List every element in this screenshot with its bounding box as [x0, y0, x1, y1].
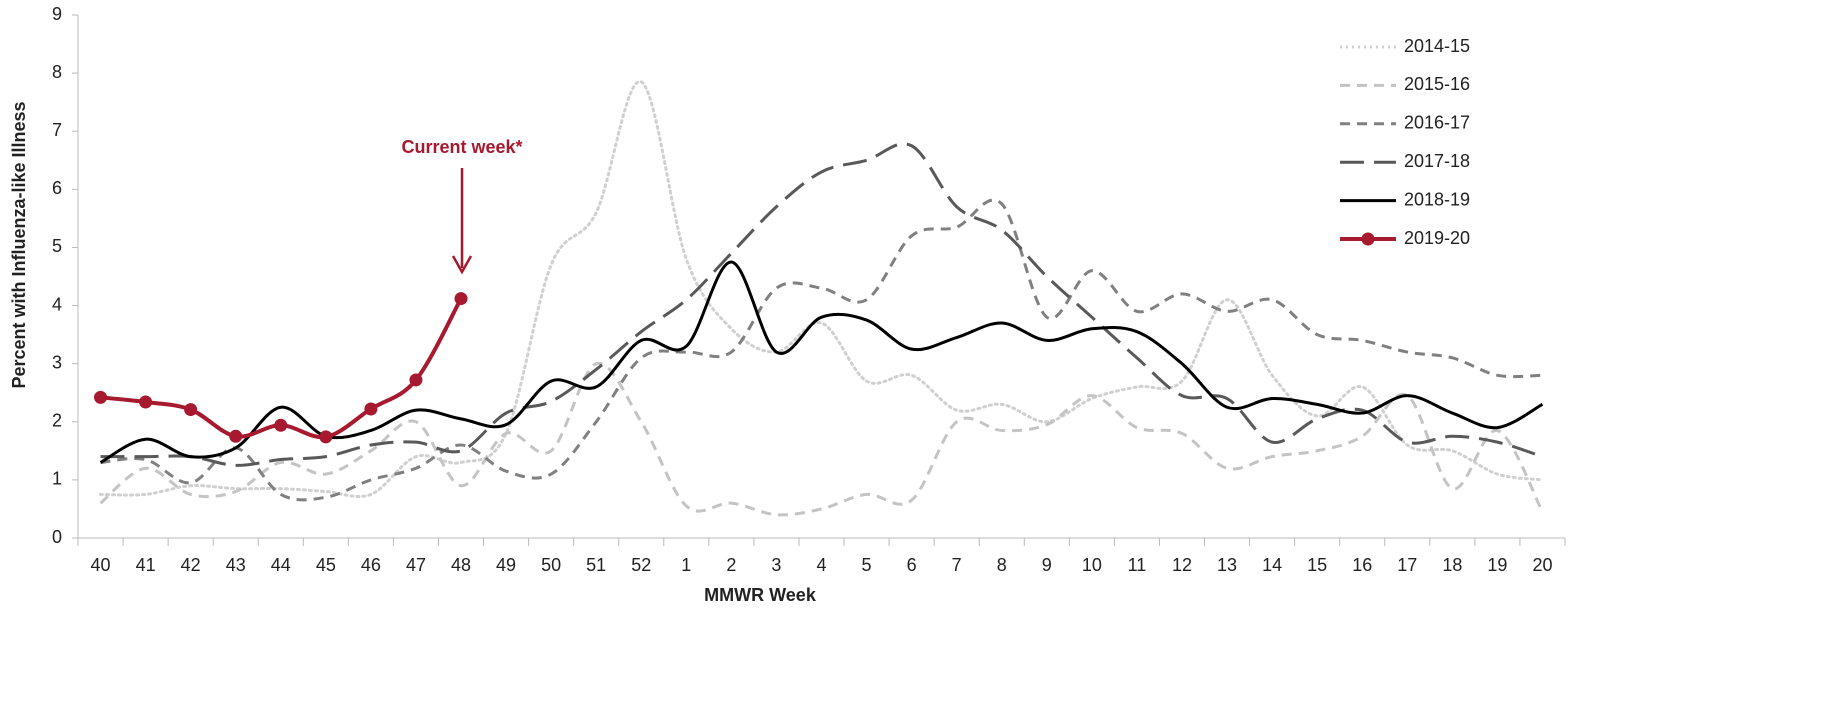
- y-tick-label: 2: [52, 411, 62, 431]
- y-tick-label: 1: [52, 469, 62, 489]
- legend-label: 2016-17: [1404, 113, 1470, 133]
- y-axis-title: Percent with Influenza-like Illness: [9, 101, 29, 388]
- point: [94, 390, 108, 404]
- x-tick-label: 48: [451, 555, 471, 575]
- y-tick-label: 3: [52, 352, 62, 372]
- x-tick-label: 44: [271, 555, 291, 575]
- y-tick-label: 4: [52, 294, 62, 314]
- x-tick-label: 4: [816, 555, 826, 575]
- x-tick-label: 51: [586, 555, 606, 575]
- x-tick-label: 9: [1042, 555, 1052, 575]
- annotation-arrowhead: [451, 255, 473, 275]
- series-line: [99, 361, 1544, 517]
- x-tick-label: 18: [1442, 555, 1462, 575]
- x-tick-label: 50: [541, 555, 561, 575]
- series-line: [99, 80, 1544, 499]
- x-tick-label: 11: [1128, 555, 1147, 575]
- legend-label: 2015-16: [1404, 74, 1470, 94]
- x-tick-label: 45: [316, 555, 336, 575]
- point: [364, 402, 378, 416]
- x-tick-label: 49: [496, 555, 516, 575]
- point: [229, 429, 243, 443]
- y-tick-label: 0: [52, 527, 62, 547]
- series-line: [100, 297, 463, 440]
- x-tick-label: 42: [181, 555, 201, 575]
- x-tick-label: 7: [952, 555, 962, 575]
- x-tick-label: 16: [1352, 555, 1372, 575]
- x-tick-label: 10: [1082, 555, 1102, 575]
- x-tick-label: 17: [1397, 555, 1417, 575]
- y-tick-label: 8: [52, 62, 62, 82]
- point: [319, 430, 333, 444]
- series-line: [99, 260, 1544, 464]
- x-tick-label: 12: [1172, 555, 1192, 575]
- x-tick-label: 52: [631, 555, 651, 575]
- x-tick-label: 2: [726, 555, 736, 575]
- legend-label: 2014-15: [1404, 36, 1470, 56]
- x-tick-label: 13: [1217, 555, 1237, 575]
- x-tick-label: 5: [862, 555, 872, 575]
- point: [409, 373, 423, 387]
- x-tick-label: 6: [907, 555, 917, 575]
- y-tick-label: 9: [52, 4, 62, 24]
- x-tick-label: 20: [1532, 555, 1552, 575]
- legend-label: 2017-18: [1404, 151, 1470, 171]
- y-tick-label: 6: [52, 178, 62, 198]
- x-tick-label: 15: [1307, 555, 1327, 575]
- x-tick-label: 47: [406, 555, 426, 575]
- legend-marker: [1361, 232, 1375, 246]
- series-line: [100, 142, 1543, 467]
- legend-label: 2019-20: [1404, 228, 1470, 248]
- legend-label: 2018-19: [1404, 189, 1470, 209]
- series-line: [100, 198, 1543, 502]
- point: [274, 418, 288, 432]
- point: [454, 292, 468, 306]
- x-tick-label: 14: [1262, 555, 1282, 575]
- x-tick-label: 40: [91, 555, 111, 575]
- x-tick-label: 19: [1487, 555, 1507, 575]
- x-axis-title: MMWR Week: [704, 585, 817, 605]
- x-tick-label: 8: [997, 555, 1007, 575]
- y-tick-label: 7: [52, 120, 62, 140]
- x-tick-label: 43: [226, 555, 246, 575]
- x-tick-label: 46: [361, 555, 381, 575]
- annotation: Current week*: [401, 137, 522, 157]
- x-tick-label: 1: [681, 555, 691, 575]
- x-tick-label: 41: [136, 555, 156, 575]
- x-tick-label: 3: [771, 555, 781, 575]
- point: [139, 395, 153, 409]
- point: [184, 403, 198, 417]
- y-tick-label: 5: [52, 236, 62, 256]
